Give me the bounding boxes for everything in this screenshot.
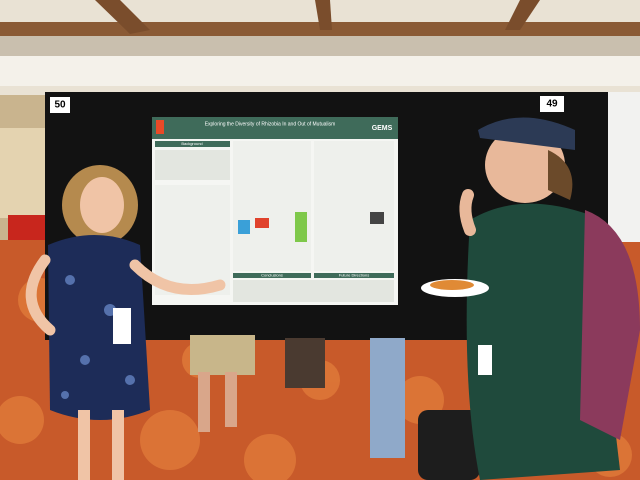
person-leg	[285, 338, 325, 388]
name-badge	[113, 308, 131, 344]
hair	[548, 150, 573, 200]
hand	[459, 189, 476, 236]
poster-header	[152, 117, 398, 139]
leg	[112, 410, 124, 480]
poster-chart	[255, 218, 269, 228]
board-label	[50, 97, 70, 113]
wall-light	[0, 128, 48, 218]
poster-chart	[295, 212, 307, 242]
poster-text	[233, 280, 394, 302]
section-heading: Background	[181, 141, 202, 146]
section-bar	[233, 273, 311, 278]
ceiling-panel	[0, 36, 640, 56]
backpack	[418, 410, 480, 480]
board-label	[540, 96, 564, 112]
ceiling-beam	[505, 0, 540, 30]
neighbor-poster	[608, 92, 640, 242]
board-number: 49	[546, 99, 558, 110]
person-leg	[225, 372, 237, 427]
person-jeans	[370, 338, 405, 458]
board-number: 50	[54, 100, 66, 111]
university-logo	[156, 120, 164, 134]
poster-figure	[314, 141, 394, 271]
face	[80, 177, 124, 233]
ceiling-beam	[315, 0, 332, 30]
poster-figure	[233, 141, 311, 271]
section-heading: Future Directions	[339, 273, 369, 278]
section-bar	[314, 273, 394, 278]
ceiling-lights	[0, 56, 640, 86]
name-badge	[478, 345, 492, 375]
poster-chart	[238, 220, 250, 234]
food	[430, 280, 474, 290]
section-heading: Conclusions	[261, 273, 283, 278]
poster-title: Exploring the Diversity of Rhizobia In a…	[205, 121, 336, 127]
person-leg	[198, 372, 210, 432]
leg	[78, 410, 90, 480]
poster-chart	[370, 212, 384, 224]
person-shorts	[190, 335, 255, 375]
arm	[25, 254, 56, 336]
backpack	[580, 210, 640, 440]
poster-figure	[155, 185, 230, 295]
ceiling-beam	[95, 0, 150, 34]
cap	[478, 117, 575, 150]
section-bar	[155, 141, 230, 147]
arm	[129, 259, 226, 295]
poster-logo: GEMS	[372, 125, 393, 132]
poster-text	[155, 150, 230, 180]
